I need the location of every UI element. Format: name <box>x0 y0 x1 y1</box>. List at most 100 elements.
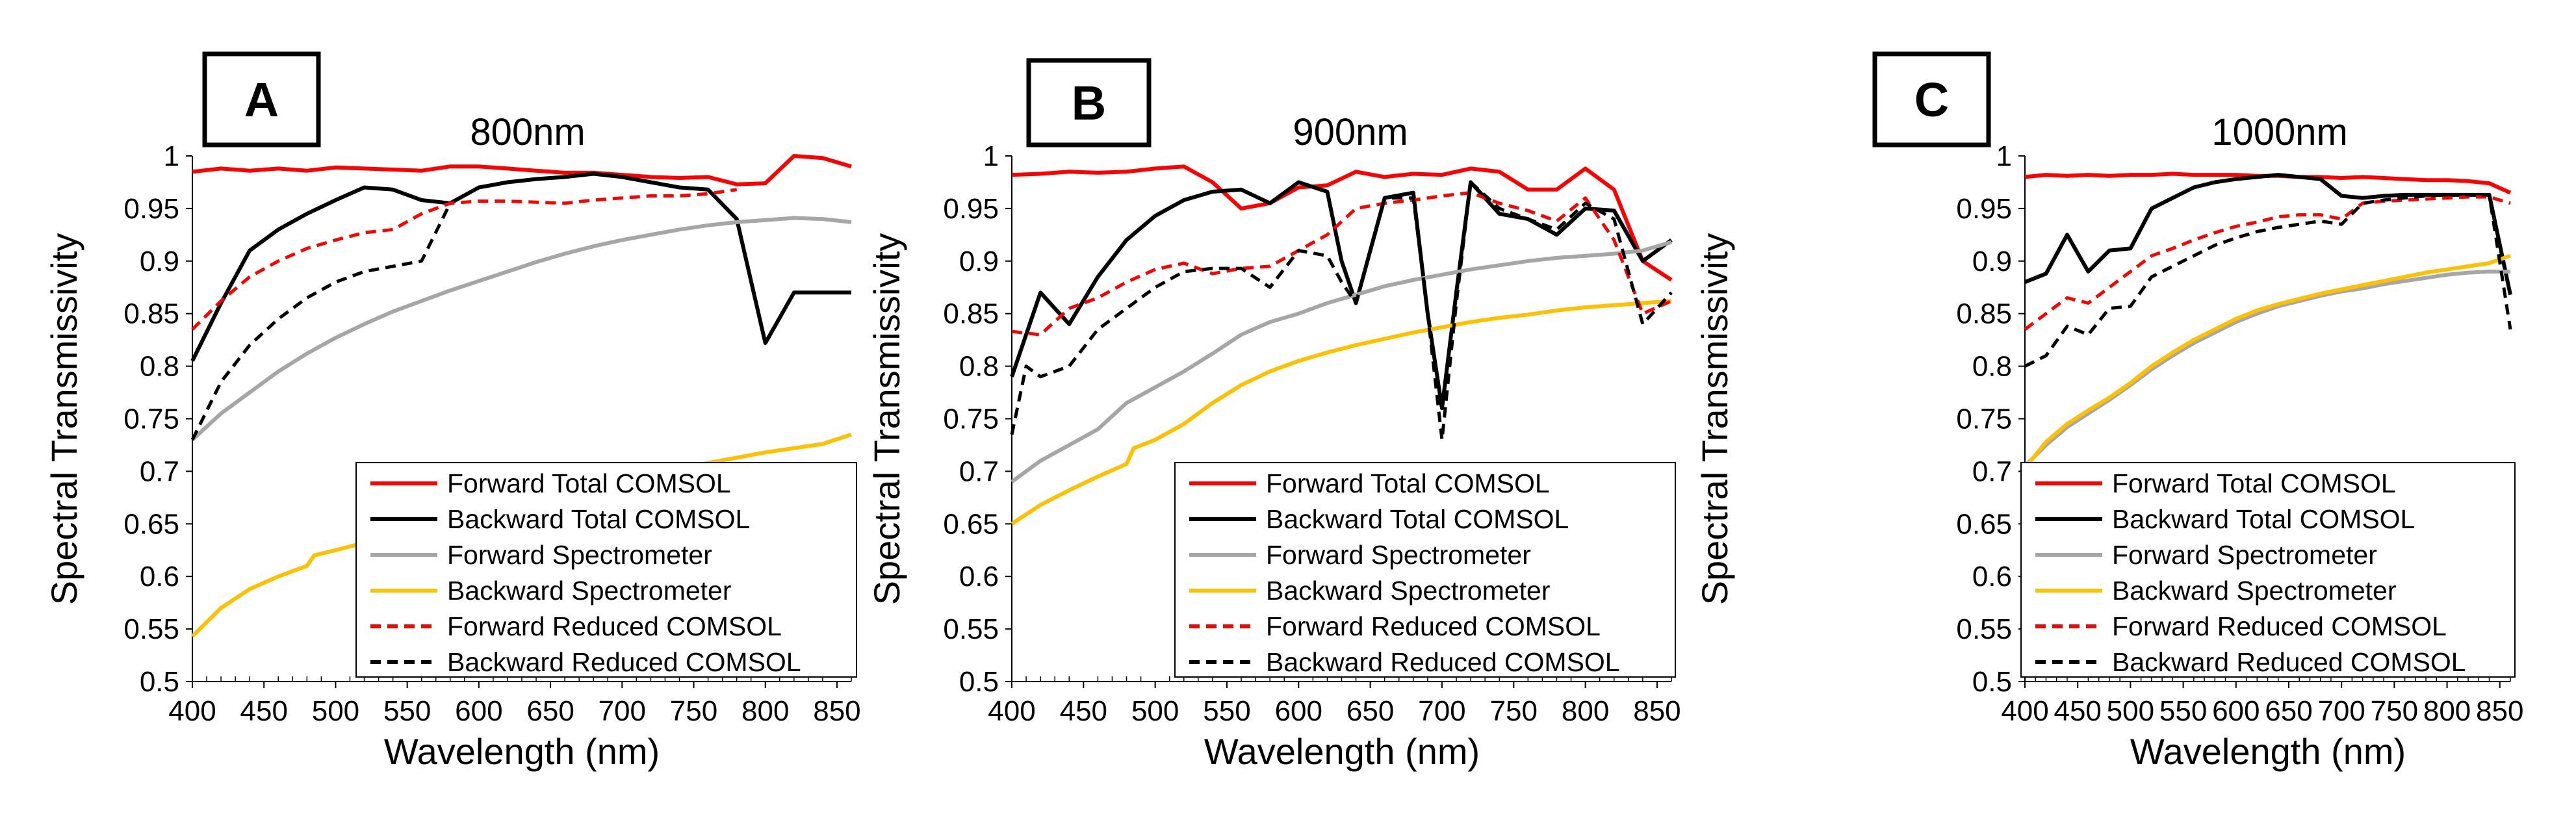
y-tick-label: 0.95 <box>123 193 179 225</box>
panel-b: B 900nm 0.5 0.55 0.6 0.65 0.7 0.75 0.8 0.85 0.9 0.9… <box>866 58 1681 772</box>
x-tick-label: 550 <box>383 695 431 727</box>
x-tick-label: 650 <box>2265 695 2312 727</box>
x-tick-label: 800 <box>1562 695 1609 727</box>
x-tick-label: 500 <box>312 695 359 727</box>
y-tick-label: 0.75 <box>943 403 999 435</box>
y-tick-label: 0.9 <box>959 246 999 277</box>
series-line-backward-reduced-comsol <box>1010 181 1673 442</box>
chart-title: 900nm <box>1293 111 1408 153</box>
x-tick-label: 500 <box>2107 695 2154 727</box>
x-tick-label: 600 <box>1275 695 1322 727</box>
series-line-backward-reduced-comsol <box>2024 193 2512 368</box>
series-line-forward-spectrometer <box>1011 240 1672 484</box>
y-tick-label: 1 <box>983 140 999 172</box>
legend: Forward Total COMSOL Backward Total COMSO… <box>355 462 857 678</box>
y-tick-label: 0.5 <box>140 666 179 698</box>
panel-a: A 800nm 0.5 0.55 0.6 0.65 0.7 0.75 0.8 0.85 0.9 0.9… <box>44 51 861 772</box>
series-line-backward-total-comsol <box>2024 173 2512 296</box>
y-tick-label: 0.7 <box>959 455 999 487</box>
y-tick-label: 0.55 <box>1956 613 2012 645</box>
series-line-backward-reduced-comsol <box>190 202 452 441</box>
legend-entry: Forward Spectrometer <box>447 540 712 570</box>
series-group <box>1010 164 1673 526</box>
y-tick-label: 1 <box>164 140 179 172</box>
y-tick-label: 0.75 <box>1956 403 2012 435</box>
legend-entry: Forward Total COMSOL <box>447 468 731 498</box>
chart-title: 1000nm <box>2211 111 2348 153</box>
legend-entry: Backward Total COMSOL <box>2112 504 2415 534</box>
x-tick-label: 700 <box>599 695 646 727</box>
panel-label-box <box>1026 58 1152 147</box>
y-axis-title: Spectral Transmissivity <box>44 233 84 606</box>
legend: Forward Total COMSOL Backward Total COMSO… <box>2020 462 2516 678</box>
legend-entry: Backward Spectrometer <box>2112 576 2397 606</box>
x-tick-label: 600 <box>455 695 502 727</box>
legend-entry: Backward Spectrometer <box>447 576 732 606</box>
y-tick-label: 0.6 <box>959 561 999 593</box>
series-line-forward-spectrometer <box>2023 270 2510 468</box>
legend-box <box>355 462 857 678</box>
legend-entry: Backward Spectrometer <box>1266 576 1551 606</box>
y-tick-label: 0.95 <box>943 193 999 225</box>
panel-label: A <box>244 73 279 127</box>
x-tick-label: 500 <box>1131 695 1179 727</box>
series-group <box>2023 172 2512 470</box>
x-tick-label: 750 <box>1490 695 1538 727</box>
panel-label: B <box>1072 76 1106 130</box>
x-tick-label: 850 <box>813 695 860 727</box>
y-tick-label: 0.5 <box>1972 666 2012 698</box>
legend-entry: Backward Total COMSOL <box>1266 504 1569 534</box>
legend-entry: Forward Total COMSOL <box>1266 468 1550 498</box>
legend-entry: Forward Spectrometer <box>2112 540 2377 570</box>
y-tick-label: 0.55 <box>123 613 179 645</box>
x-tick-label: 450 <box>2054 695 2101 727</box>
y-tick-label: 0.65 <box>943 508 999 540</box>
legend-entry: Backward Reduced COMSOL <box>2112 647 2466 677</box>
series-line-forward-reduced-comsol <box>2024 195 2511 331</box>
x-tick-label: 400 <box>2001 695 2048 727</box>
y-tick-label: 0.55 <box>943 613 999 645</box>
y-tick-label: 0.7 <box>1972 455 2012 487</box>
legend-box <box>2020 462 2516 678</box>
y-tick-label: 0.9 <box>1972 246 2012 277</box>
x-tick-label: 450 <box>240 695 288 727</box>
x-tick-label: 850 <box>2476 695 2523 727</box>
y-tick-label: 0.75 <box>123 403 179 435</box>
y-tick-label: 0.95 <box>1956 193 2012 225</box>
y-tick-label: 0.8 <box>1972 351 2012 383</box>
series-line-forward-spectrometer <box>190 216 852 442</box>
legend-entry: Forward Reduced COMSOL <box>447 611 782 641</box>
series-line-backward-total-comsol <box>190 172 851 362</box>
legend: Forward Total COMSOL Backward Total COMSO… <box>1174 462 1676 678</box>
x-axis-title: Wavelength (nm) <box>384 731 660 772</box>
y-tick-label: 0.6 <box>140 561 179 593</box>
x-tick-label: 750 <box>670 695 717 727</box>
x-tick-label: 650 <box>526 695 574 727</box>
series-line-backward-spectrometer <box>1011 299 1672 526</box>
legend-entry: Backward Total COMSOL <box>447 504 750 534</box>
y-tick-label: 0.65 <box>1956 508 2012 540</box>
chart-title: 800nm <box>470 111 585 153</box>
x-tick-label: 400 <box>168 695 216 727</box>
panel-label-box <box>1872 51 1991 147</box>
legend-entry: Forward Reduced COMSOL <box>1266 611 1601 641</box>
series-group <box>190 154 852 638</box>
legend-entry: Forward Spectrometer <box>1266 540 1531 570</box>
x-tick-label: 700 <box>1418 695 1465 727</box>
legend-entry: Forward Total COMSOL <box>2112 468 2396 498</box>
series-line-forward-total-comsol <box>1011 164 1673 282</box>
x-tick-label: 650 <box>1346 695 1394 727</box>
y-tick-label: 0.6 <box>1972 561 2012 593</box>
x-tick-label: 800 <box>2423 695 2471 727</box>
series-line-backward-spectrometer <box>2023 253 2511 470</box>
x-tick-label: 850 <box>1633 695 1681 727</box>
x-tick-label: 550 <box>1203 695 1250 727</box>
x-axis-title: Wavelength (nm) <box>2130 731 2406 772</box>
x-tick-label: 550 <box>2159 695 2207 727</box>
y-tick-label: 0.65 <box>123 508 179 540</box>
y-tick-label: 0.5 <box>959 666 999 698</box>
y-axis-title: Spectral Transmissivity <box>1694 233 1735 606</box>
series-line-forward-total-comsol <box>192 154 852 186</box>
x-tick-label: 700 <box>2317 695 2365 727</box>
